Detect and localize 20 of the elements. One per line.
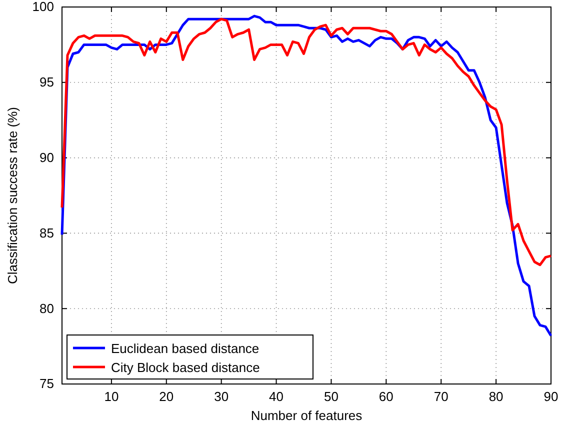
x-tick-label: 20 [159,389,174,404]
x-tick-label: 90 [544,389,558,404]
y-tick-label: 90 [40,150,54,165]
legend-label: City Block based distance [111,360,260,375]
y-tick-label: 80 [40,300,54,316]
x-tick-label: 40 [269,389,284,404]
y-tick-label: 95 [40,74,54,90]
line-series [60,18,552,266]
x-axis-title: Number of features [250,408,363,423]
x-tick-label: 10 [104,389,119,404]
x-tick-label: 60 [378,389,394,404]
legend-label: Euclidean based distance [111,341,260,356]
y-axis-title: Classification success rate (%) [5,107,20,284]
x-tick-label: 80 [488,389,504,404]
x-tick-label: 70 [434,389,448,404]
y-tick-label: 100 [32,0,54,14]
y-tick-label: 75 [40,376,54,392]
x-tick-label: 30 [214,389,229,404]
y-tick-label: 85 [40,225,54,240]
x-tick-label: 50 [324,389,338,404]
